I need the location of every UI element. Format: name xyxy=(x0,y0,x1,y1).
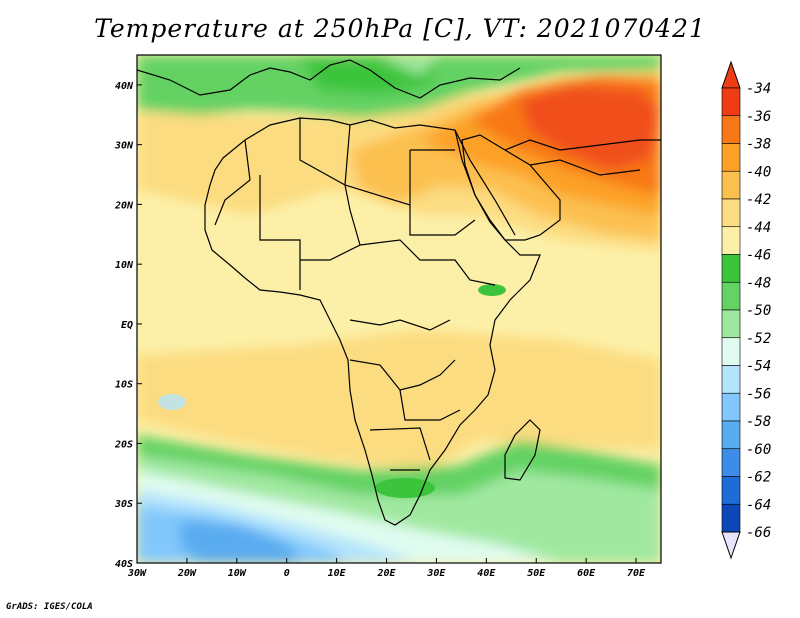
footer-credit: GrADS: IGES/COLA xyxy=(6,602,93,612)
colorbar-label: -64 xyxy=(746,497,771,513)
colorbar-label: -58 xyxy=(746,414,771,430)
colorbar-swatch xyxy=(721,337,741,366)
colorbar-label: -50 xyxy=(746,303,771,319)
lat-tick-label: 20S xyxy=(114,439,133,450)
lon-tick-label: 10W xyxy=(228,568,247,579)
lat-tick-label: 30N xyxy=(114,141,134,152)
colorbar-swatch xyxy=(721,448,741,477)
lon-tick-label: 30E xyxy=(426,568,446,579)
lat-tick-label: 20N xyxy=(114,200,134,211)
lat-tick-label: 40S xyxy=(115,559,133,570)
lon-tick-label: 50E xyxy=(527,568,546,579)
colorbar-label: -56 xyxy=(746,386,771,402)
lon-tick-label: 10E xyxy=(328,568,347,579)
colorbar-swatch xyxy=(721,87,741,117)
lat-tick-label: 40N xyxy=(115,81,134,92)
colorbar-bottom-arrow xyxy=(721,531,741,560)
colorbar-label: -42 xyxy=(746,192,771,208)
colorbar: -34 -36 -38 -40 -42 -44 -46 -48 -50 -52 -54 -56 -58 -… xyxy=(721,60,771,560)
colorbar-label: -60 xyxy=(746,442,771,458)
lon-tick-label: 20W xyxy=(177,568,197,579)
colorbar-swatch xyxy=(721,170,741,200)
colorbar-label: -62 xyxy=(746,470,771,486)
lat-tick-label: 10N xyxy=(115,260,134,271)
colorbar-swatch xyxy=(721,281,741,311)
lon-tick-label: 70E xyxy=(627,568,646,579)
colorbar-label: -54 xyxy=(746,359,771,375)
lon-tick-label: 60E xyxy=(577,568,596,579)
colorbar-swatch xyxy=(721,476,741,505)
coastlines xyxy=(137,59,661,526)
colorbar-label: -52 xyxy=(746,331,771,347)
colorbar-swatch xyxy=(721,115,741,144)
colorbar-swatch xyxy=(721,420,741,450)
plot-frame xyxy=(136,54,662,564)
lon-tick-label: 40E xyxy=(477,568,496,579)
colorbar-swatch xyxy=(721,392,741,422)
colorbar-label: -40 xyxy=(746,164,771,180)
colorbar-swatch xyxy=(721,143,741,172)
colorbar-swatch xyxy=(721,503,741,533)
colorbar-swatch xyxy=(721,226,741,255)
colorbar-label: -36 xyxy=(746,109,771,125)
lat-tick-label: 30S xyxy=(114,499,133,510)
colorbar-label: -44 xyxy=(746,220,771,236)
map-title: Temperature at 250hPa [C], VT: 202107042… xyxy=(94,14,706,43)
colorbar-label: -66 xyxy=(746,525,771,541)
lon-tick-label: 30W xyxy=(127,568,147,579)
colorbar-label: -48 xyxy=(746,275,771,291)
axis-ticks: 30W 20W 10W 0 10E 20E 30E 40E 50E 60E 70E 40N 30N 20N… xyxy=(114,81,646,579)
colorbar-swatch xyxy=(721,254,741,283)
colorbar-swatch xyxy=(721,309,741,339)
lon-tick-label: 0 xyxy=(284,568,290,579)
colorbar-swatch xyxy=(721,198,741,228)
colorbar-swatch xyxy=(721,365,741,394)
colorbar-label: -46 xyxy=(746,248,771,264)
colorbar-top-arrow xyxy=(721,60,741,89)
colorbar-label: -34 xyxy=(746,81,771,97)
lat-tick-label: 10S xyxy=(115,380,133,391)
temperature-field xyxy=(137,55,661,563)
lat-tick-label: EQ xyxy=(121,320,133,331)
lon-tick-label: 20E xyxy=(376,568,396,579)
colorbar-label: -38 xyxy=(746,137,771,153)
